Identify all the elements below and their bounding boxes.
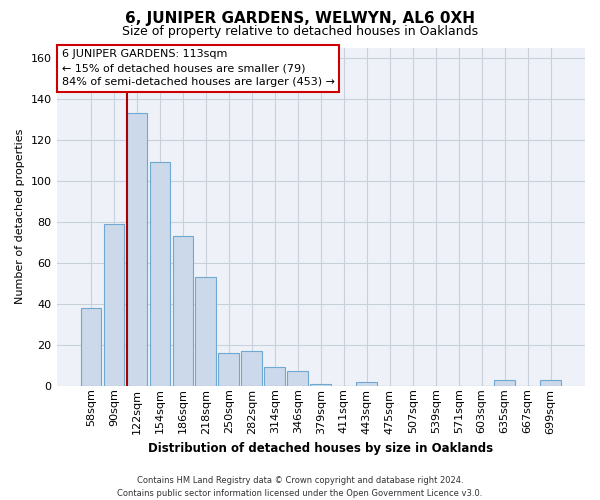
- Bar: [218, 353, 239, 386]
- Bar: [196, 277, 216, 386]
- Bar: [265, 368, 285, 386]
- Bar: [104, 224, 124, 386]
- Bar: [173, 236, 193, 386]
- Bar: [287, 372, 308, 386]
- Y-axis label: Number of detached properties: Number of detached properties: [15, 129, 25, 304]
- Bar: [149, 162, 170, 386]
- X-axis label: Distribution of detached houses by size in Oaklands: Distribution of detached houses by size …: [148, 442, 493, 455]
- Bar: [540, 380, 561, 386]
- Bar: [80, 308, 101, 386]
- Bar: [494, 380, 515, 386]
- Bar: [356, 382, 377, 386]
- Text: Contains HM Land Registry data © Crown copyright and database right 2024.
Contai: Contains HM Land Registry data © Crown c…: [118, 476, 482, 498]
- Bar: [310, 384, 331, 386]
- Text: Size of property relative to detached houses in Oaklands: Size of property relative to detached ho…: [122, 25, 478, 38]
- Text: 6 JUNIPER GARDENS: 113sqm
← 15% of detached houses are smaller (79)
84% of semi-: 6 JUNIPER GARDENS: 113sqm ← 15% of detac…: [62, 49, 335, 87]
- Bar: [127, 113, 147, 386]
- Text: 6, JUNIPER GARDENS, WELWYN, AL6 0XH: 6, JUNIPER GARDENS, WELWYN, AL6 0XH: [125, 11, 475, 26]
- Bar: [241, 351, 262, 386]
